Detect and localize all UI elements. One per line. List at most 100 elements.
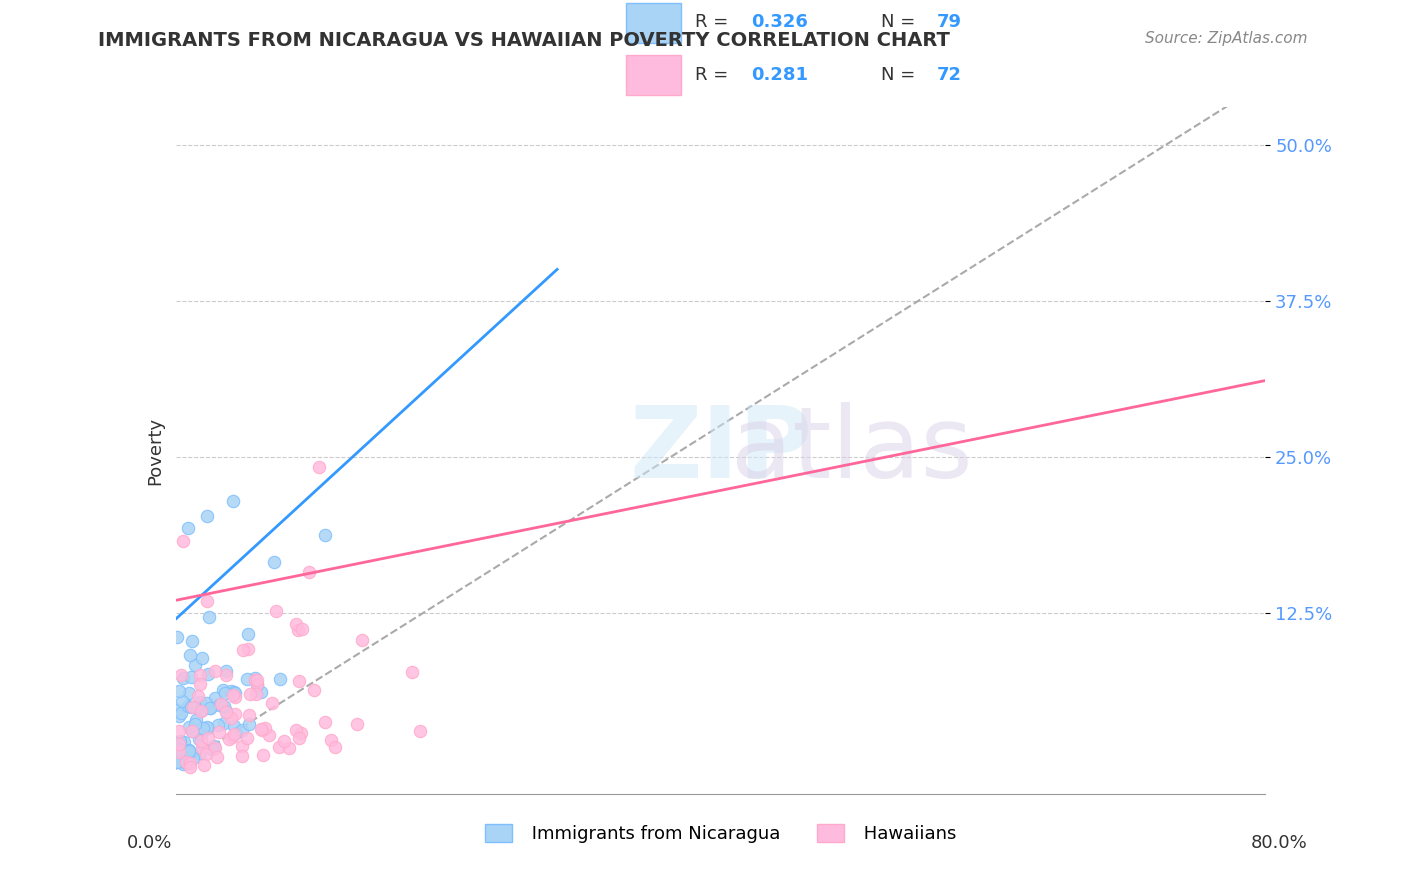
Point [236,627,259,641]
Text: N =: N = [880,13,921,31]
Point [298,566,321,580]
Point [266,604,288,618]
Point [250,685,273,699]
Point [180,723,202,738]
Point [218,731,240,746]
Point [263,556,285,570]
Point [291,622,314,636]
Point [200,742,222,756]
Point [314,715,336,730]
Point [198,610,221,624]
Point [190,740,212,755]
Point [273,734,295,748]
Text: 0.281: 0.281 [751,66,808,84]
Point [195,696,218,710]
Text: 0.326: 0.326 [751,13,807,31]
Point [288,673,311,688]
Point [179,756,201,770]
Point [188,746,211,760]
Point [202,739,225,754]
Point [169,734,191,748]
Point [260,696,283,710]
Point [174,755,197,769]
Text: 80.0%: 80.0% [1251,834,1308,852]
Point [221,688,243,702]
Point [188,695,211,709]
Text: ZIP: ZIP [628,402,813,499]
Point [285,723,308,737]
Point [215,668,238,682]
Point [246,678,269,692]
Point [191,703,214,717]
Point [191,721,214,735]
Point [181,724,204,739]
Point [215,664,238,678]
Point [170,706,193,720]
Point [246,673,269,688]
Text: N =: N = [880,66,921,84]
Point [170,743,193,757]
Point [225,726,247,740]
Point [166,739,188,754]
Point [278,741,301,756]
Point [323,739,346,754]
Point [253,721,276,735]
Point [195,509,218,524]
Point [290,725,312,739]
Point [177,753,200,767]
Point [224,707,246,722]
Text: R =: R = [695,13,734,31]
Point [167,742,190,756]
Point [211,682,233,697]
Point [179,743,201,757]
Point [172,671,194,685]
Point [166,748,188,763]
Point [249,722,271,736]
Point [246,677,269,691]
Point [215,705,238,719]
Text: 79: 79 [936,13,962,31]
Point [222,718,245,732]
Point [238,641,260,656]
Legend:  Immigrants from Nicaragua,  Hawaiians: Immigrants from Nicaragua, Hawaiians [478,816,963,850]
Point [208,725,231,739]
Point [188,731,211,746]
Point [176,699,198,714]
Point [409,723,432,738]
Point [170,668,193,682]
Point [166,756,188,770]
Point [191,651,214,665]
Point [195,720,218,734]
Point [231,749,253,764]
Text: atlas: atlas [731,402,972,499]
Point [200,701,222,715]
Point [166,703,188,717]
Point [172,533,194,548]
Point [222,494,245,508]
Point [204,741,226,756]
Point [231,739,253,753]
Point [186,699,208,714]
Point [287,731,309,746]
Point [179,648,201,663]
Point [176,520,198,534]
Point [166,630,188,644]
Point [179,721,201,735]
Point [183,700,205,714]
Point [190,705,212,719]
Point [180,700,202,714]
Point [352,632,374,647]
Point [179,670,201,684]
Point [401,665,423,679]
Point [269,672,291,686]
Point [177,744,200,758]
Point [172,756,194,771]
Point [204,691,226,706]
Point [231,723,253,738]
Point [167,745,190,759]
Point [239,687,262,701]
Point [197,731,219,745]
Point [167,683,190,698]
Point [269,739,291,754]
Point [195,593,218,607]
